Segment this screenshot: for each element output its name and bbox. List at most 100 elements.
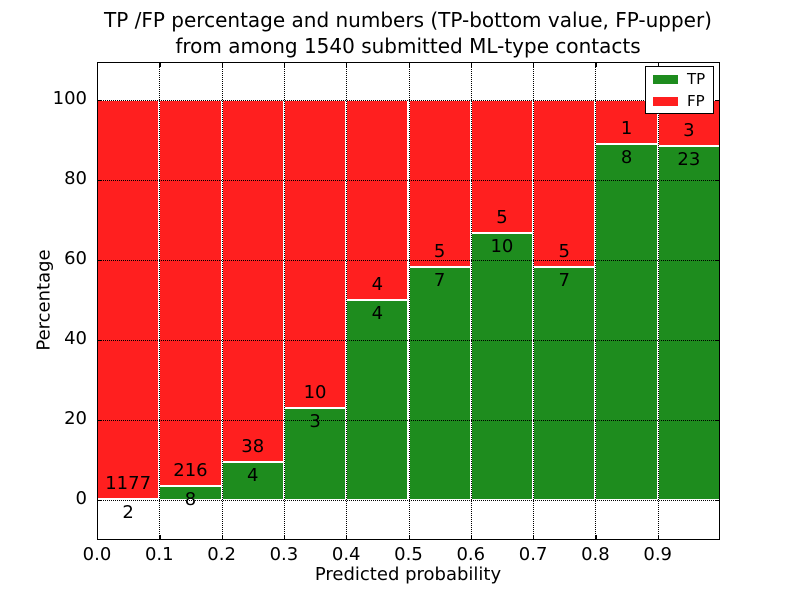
tp-count-label: 3 xyxy=(309,410,321,432)
legend-label-fp: FP xyxy=(687,91,705,110)
fp-count-label: 1177 xyxy=(105,473,152,495)
gridline-vertical xyxy=(159,62,161,540)
tp-count-label: 4 xyxy=(247,464,259,486)
fp-count-label: 3 xyxy=(683,120,695,142)
y-tickmark xyxy=(97,420,102,422)
gridline-vertical xyxy=(657,62,659,540)
tp-count-label: 23 xyxy=(677,149,701,171)
y-tickmark xyxy=(715,500,720,502)
x-tickmark xyxy=(657,535,659,540)
x-tickmark xyxy=(408,62,410,67)
bar-segment-fp xyxy=(159,100,222,486)
x-tickmark xyxy=(159,62,161,67)
x-tickmark xyxy=(159,535,161,540)
gridline-vertical xyxy=(221,62,223,540)
y-tickmark xyxy=(97,500,102,502)
y-tickmark xyxy=(97,100,102,102)
tp-count-label: 7 xyxy=(558,269,570,291)
y-tickmark xyxy=(715,340,720,342)
x-axis-label: Predicted probability xyxy=(314,564,502,585)
bar-segment-tp xyxy=(408,266,471,500)
x-tickmark xyxy=(470,535,473,540)
x-tick-label: 0.1 xyxy=(144,544,174,565)
fp-count-label: 4 xyxy=(371,274,384,295)
y-tick-label: 100 xyxy=(52,88,87,109)
tp-count-label: 4 xyxy=(371,303,384,324)
x-tick-label: 0.2 xyxy=(207,544,236,565)
x-tick-label: 0.8 xyxy=(581,544,610,565)
x-tickmark xyxy=(657,62,659,67)
bar-segment-fp xyxy=(408,100,471,267)
bar-segment-fp xyxy=(533,100,596,267)
y-tick-label: 20 xyxy=(64,408,87,429)
fp-count-label: 38 xyxy=(241,435,265,457)
fp-count-label: 5 xyxy=(496,207,508,229)
chart-title-line1: TP /FP percentage and numbers (TP-bottom… xyxy=(104,8,712,32)
gridline-vertical xyxy=(533,62,535,540)
x-tick-label: 0.5 xyxy=(394,544,423,565)
x-tickmark xyxy=(346,535,348,540)
x-tickmark xyxy=(595,62,597,67)
bar-segment-fp xyxy=(97,100,160,500)
bar-segment-fp xyxy=(221,100,284,462)
x-tickmark xyxy=(533,535,535,540)
x-tickmark xyxy=(595,535,597,540)
bar-segment-fp xyxy=(346,100,409,300)
x-tickmark xyxy=(221,535,223,540)
chart-title-line2: from among 1540 submitted ML-type contac… xyxy=(175,34,641,58)
x-tick-label: 0.0 xyxy=(82,544,112,565)
x-tickmark xyxy=(346,62,348,67)
legend-swatch-fp-icon xyxy=(653,96,678,106)
y-tickmark xyxy=(97,340,102,342)
y-tick-label: 60 xyxy=(64,248,87,269)
gridline-vertical xyxy=(470,62,472,540)
gridline-vertical xyxy=(595,62,597,540)
fp-count-label: 1 xyxy=(620,118,633,140)
plot-area: 1177 2 216 8 38 4 10 3 4 4 5 7 5 10 5 7 1 8 3 23 TP FP xyxy=(97,62,720,540)
x-tickmark xyxy=(97,62,99,67)
x-tick-label: 0.4 xyxy=(331,544,361,565)
gridline-vertical xyxy=(283,62,285,540)
bar-segment-tp xyxy=(533,266,596,500)
tp-count-label: 7 xyxy=(433,269,446,291)
x-tickmark xyxy=(533,62,535,67)
x-tick-label: 0.7 xyxy=(518,544,548,565)
x-tickmark xyxy=(283,535,286,540)
x-tickmark xyxy=(221,62,223,67)
legend-item-tp: TP xyxy=(653,69,706,88)
chart-title: TP /FP percentage and numbers (TP-bottom… xyxy=(104,7,712,59)
legend: TP FP xyxy=(645,66,714,114)
x-tickmark xyxy=(408,535,410,540)
legend-item-fp: FP xyxy=(653,91,706,110)
y-tickmark xyxy=(97,260,102,262)
y-tickmark xyxy=(715,260,720,262)
y-tickmark xyxy=(715,180,720,182)
gridline-vertical xyxy=(346,62,348,540)
y-tickmark xyxy=(715,420,720,422)
y-tick-label: 0 xyxy=(75,488,87,509)
bar-segment-fp xyxy=(595,100,658,145)
bar-segment-tp xyxy=(595,144,658,500)
gridline-vertical xyxy=(408,62,410,540)
bar-segment-fp xyxy=(283,100,347,408)
y-tickmark xyxy=(715,100,720,102)
x-tick-label: 0.6 xyxy=(456,544,486,565)
fp-count-label: 10 xyxy=(303,381,327,403)
tp-count-label: 8 xyxy=(620,147,633,169)
x-tickmark xyxy=(283,62,286,67)
x-tick-label: 0.9 xyxy=(643,544,673,565)
bar-segment-tp xyxy=(657,146,720,500)
fp-count-label: 5 xyxy=(433,240,446,262)
fp-count-label: 5 xyxy=(558,240,570,262)
legend-label-tp: TP xyxy=(687,69,706,88)
fp-count-label: 216 xyxy=(173,459,208,481)
x-tick-label: 0.3 xyxy=(269,544,299,565)
tp-count-label: 2 xyxy=(122,502,134,524)
bar-segment-tp xyxy=(346,300,409,500)
tp-count-label: 10 xyxy=(490,236,514,258)
x-tickmark xyxy=(470,62,473,67)
y-tick-label: 80 xyxy=(64,168,87,189)
y-tickmark xyxy=(97,180,102,182)
bar-segment-tp xyxy=(470,233,534,500)
